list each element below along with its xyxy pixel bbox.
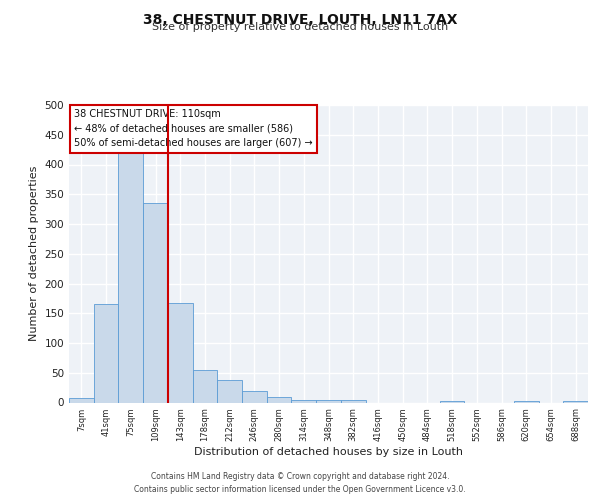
Bar [69,398,94,402]
Bar [143,203,168,402]
X-axis label: Distribution of detached houses by size in Louth: Distribution of detached houses by size … [194,447,463,457]
Bar [440,400,464,402]
Y-axis label: Number of detached properties: Number of detached properties [29,166,39,342]
Bar [217,380,242,402]
Bar [341,400,365,402]
Bar [292,400,316,402]
Bar [242,390,267,402]
Text: 38 CHESTNUT DRIVE: 110sqm
← 48% of detached houses are smaller (586)
50% of semi: 38 CHESTNUT DRIVE: 110sqm ← 48% of detac… [74,110,313,148]
Bar [118,152,143,402]
Bar [168,302,193,402]
Bar [267,396,292,402]
Text: Size of property relative to detached houses in Louth: Size of property relative to detached ho… [152,22,448,32]
Text: 38, CHESTNUT DRIVE, LOUTH, LN11 7AX: 38, CHESTNUT DRIVE, LOUTH, LN11 7AX [143,12,457,26]
Bar [94,304,118,402]
Bar [316,400,341,402]
Bar [193,370,217,402]
Text: Contains HM Land Registry data © Crown copyright and database right 2024.
Contai: Contains HM Land Registry data © Crown c… [134,472,466,494]
Bar [514,400,539,402]
